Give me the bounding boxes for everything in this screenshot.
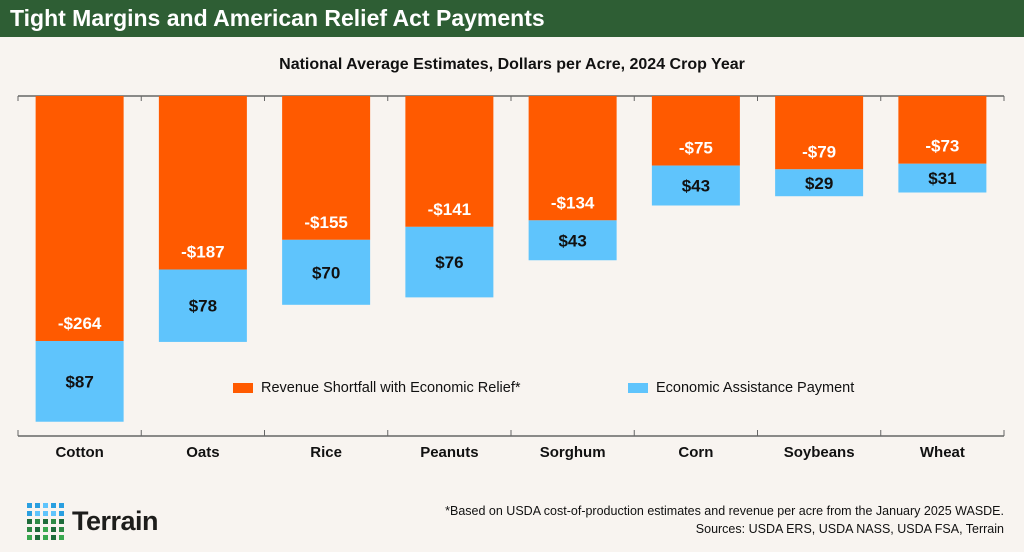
category-label: Corn [678,444,713,461]
footnote: *Based on USDA cost-of-production estima… [445,504,1004,518]
logo-dot [51,511,56,516]
logo-dot [59,535,64,540]
bar-shortfall-sorghum [528,96,617,221]
terrain-logo: Terrain [27,503,159,540]
bar-shortfall-cotton [35,96,124,341]
bar-assistance-oats [158,269,247,342]
logo-dot [43,535,48,540]
legend-swatch-shortfall [233,383,253,393]
logo-dot [27,527,32,532]
bar-assistance-peanuts [405,226,494,298]
logo-dot [35,503,40,508]
data-label-assistance: $29 [805,174,833,193]
logo-dot [51,519,56,524]
logo-dot [43,503,48,508]
logo-dot [59,503,64,508]
legend-item-assistance: Economic Assistance Payment [628,380,854,396]
logo-dot [51,503,56,508]
logo-dot [59,527,64,532]
data-label-shortfall: -$75 [679,139,713,158]
data-label-assistance: $87 [65,372,93,391]
legend-label: Economic Assistance Payment [656,380,855,396]
bar-shortfall-corn [651,96,740,166]
bar-assistance-wheat [898,163,987,193]
bar-shortfall-soybeans [775,96,864,170]
data-label-assistance: $43 [558,231,586,250]
data-label-assistance: $78 [189,297,217,316]
category-label: Peanuts [420,444,478,461]
logo-dot [35,511,40,516]
logo-dot [35,519,40,524]
bar-assistance-corn [651,165,740,206]
data-label-shortfall: -$264 [58,314,102,333]
category-label: Cotton [55,444,103,461]
logo-dot [59,519,64,524]
bar-shortfall-wheat [898,96,987,164]
category-label: Wheat [920,444,965,461]
bar-assistance-soybeans [775,169,864,197]
logo-dot [27,519,32,524]
logo-dot [43,519,48,524]
logo-dot [35,527,40,532]
data-label-assistance: $31 [928,169,956,188]
bar-shortfall-peanuts [405,96,494,227]
chart-header: Tight Margins and American Relief Act Pa… [0,0,1024,37]
category-label: Rice [310,444,342,461]
bar-assistance-sorghum [528,220,617,261]
data-label-shortfall: -$187 [181,243,224,262]
data-label-shortfall: -$141 [428,200,471,219]
bar-shortfall-rice [282,96,371,240]
data-label-shortfall: -$73 [925,137,959,156]
category-label: Soybeans [784,444,855,461]
data-label-assistance: $70 [312,263,340,282]
bar-assistance-cotton [35,340,124,422]
logo-dot [27,503,32,508]
logo-dot [43,511,48,516]
logo-dot [51,527,56,532]
data-label-shortfall: -$79 [802,142,836,161]
logo-dot [43,527,48,532]
category-label: Sorghum [540,444,606,461]
legend-item-shortfall: Revenue Shortfall with Economic Relief* [233,380,521,396]
legend-label: Revenue Shortfall with Economic Relief* [261,380,521,396]
category-label: Oats [186,444,219,461]
legend-swatch-assistance [628,383,648,393]
logo-dots-icon [27,503,64,540]
logo-dot [51,535,56,540]
data-label-assistance: $43 [682,177,710,196]
chart-title: National Average Estimates, Dollars per … [279,56,745,73]
logo-text: Terrain [72,506,159,536]
sources: Sources: USDA ERS, USDA NASS, USDA FSA, … [695,522,1004,536]
bar-shortfall-oats [158,96,247,270]
logo-dot [35,535,40,540]
logo-dot [59,511,64,516]
bar-assistance-rice [282,239,371,305]
data-label-assistance: $76 [435,253,463,272]
logo-dot [27,511,32,516]
data-label-shortfall: -$155 [304,213,347,232]
data-label-shortfall: -$134 [551,193,595,212]
logo-dot [27,535,32,540]
